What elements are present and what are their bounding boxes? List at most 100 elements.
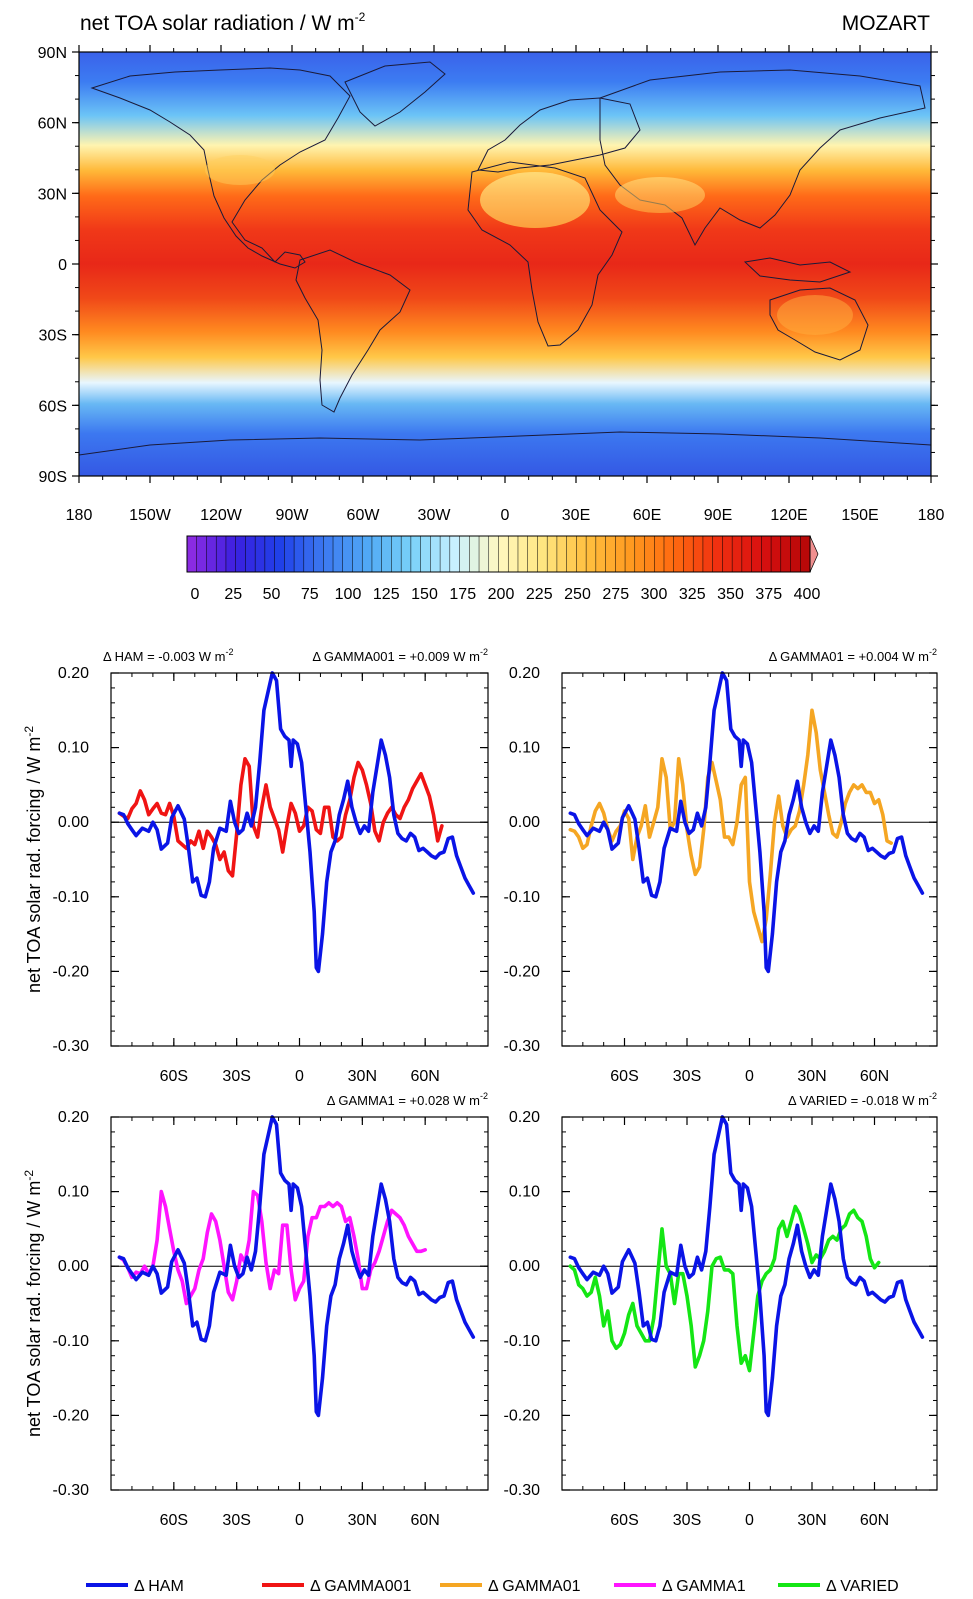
colorbar-cell — [245, 536, 255, 572]
na-patch — [205, 155, 275, 185]
panel-frame — [562, 1117, 937, 1490]
x-tick-label: 60N — [860, 1512, 889, 1529]
colorbar-tick-label: 50 — [263, 586, 281, 603]
colorbar-tick-label: 25 — [224, 586, 242, 603]
legend-label: Δ HAM — [134, 1578, 184, 1595]
colorbar-cell — [304, 536, 314, 572]
colorbar-cell — [401, 536, 411, 572]
colorbar-tick-label: 325 — [679, 586, 706, 603]
y-tick-label: 0.10 — [58, 740, 89, 757]
map-lon-tick-label: 30E — [562, 507, 590, 524]
x-tick-label: 60N — [860, 1068, 889, 1085]
colorbar-tick-label: 400 — [794, 586, 821, 603]
colorbar-cell — [450, 536, 460, 572]
colorbar-tick-label: 225 — [526, 586, 553, 603]
colorbar-tick-label: 200 — [488, 586, 515, 603]
colorbar-cell — [518, 536, 528, 572]
map-lon-tick-label: 120W — [200, 507, 243, 524]
panel-header-right: Δ GAMMA01 = +0.004 W m-2 — [769, 647, 937, 664]
y-tick-label: -0.20 — [504, 1407, 541, 1424]
panel-frame — [111, 673, 488, 1046]
colorbar-tick-label: 75 — [301, 586, 319, 603]
map-lon-tick-label: 60W — [347, 507, 381, 524]
colorbar: 0 25 50 75 100 125 150 175 200 225 250 275 300 325 350… — [187, 536, 820, 603]
colorbar-cell — [645, 536, 655, 572]
colorbar-cell — [489, 536, 499, 572]
y-tick-label: 0.00 — [58, 1258, 89, 1275]
y-tick-label: -0.10 — [504, 889, 541, 906]
map-model-label: MOZART — [842, 12, 930, 35]
y-tick-label: -0.30 — [53, 1038, 90, 1055]
colorbar-cell — [625, 536, 635, 572]
colorbar-cell — [761, 536, 771, 572]
x-tick-label: 60S — [160, 1512, 188, 1529]
legend-item: Δ GAMMA1 — [614, 1578, 746, 1595]
colorbar-cell — [226, 536, 236, 572]
colorbar-tick-label: 0 — [191, 586, 200, 603]
line-panels: Δ HAM = -0.003 W m-2 Δ GAMMA001 = +0.009 … — [22, 647, 937, 1529]
colorbar-tick-label: 250 — [564, 586, 591, 603]
panel-header-right: Δ GAMMA001 = +0.009 W m-2 — [312, 647, 488, 664]
colorbar-cell — [411, 536, 421, 572]
y-tick-label: -0.30 — [504, 1482, 541, 1499]
colorbar-cell — [265, 536, 275, 572]
colorbar-cell — [206, 536, 216, 572]
colorbar-cell — [294, 536, 304, 572]
colorbar-tick-label: 150 — [411, 586, 438, 603]
colorbar-cell — [722, 536, 732, 572]
colorbar-tick-label: 100 — [335, 586, 362, 603]
colorbar-cell — [713, 536, 723, 572]
legend-label: Δ GAMMA001 — [310, 1578, 411, 1595]
colorbar-cell — [596, 536, 606, 572]
panel-y-axis-label: net TOA solar rad. forcing / W m-2 — [22, 726, 44, 993]
colorbar-cell — [703, 536, 713, 572]
legend-item: Δ HAM — [86, 1578, 184, 1595]
australia-patch — [777, 295, 853, 335]
colorbar-cell — [615, 536, 625, 572]
colorbar-cell — [333, 536, 343, 572]
y-tick-label: 0.10 — [58, 1184, 89, 1201]
colorbar-cell — [537, 536, 547, 572]
colorbar-cell — [343, 536, 353, 572]
map-lon-tick-label: 0 — [501, 507, 510, 524]
colorbar-cell — [654, 536, 664, 572]
colorbar-cell — [499, 536, 509, 572]
y-tick-label: -0.10 — [53, 889, 90, 906]
x-tick-label: 60S — [160, 1068, 188, 1085]
map-lon-tick-label: 120E — [770, 507, 807, 524]
y-tick-label: -0.10 — [53, 1333, 90, 1350]
map-title: net TOA solar radiation / W m-2 — [80, 10, 366, 35]
colorbar-cell — [800, 536, 810, 572]
colorbar-cell — [362, 536, 372, 572]
y-tick-label: 0.20 — [58, 1109, 89, 1126]
colorbar-cell — [236, 536, 246, 572]
colorbar-cell — [284, 536, 294, 572]
colorbar-tick-label: 375 — [755, 586, 782, 603]
map-lon-tick-label: 180 — [918, 507, 945, 524]
colorbar-cell — [440, 536, 450, 572]
colorbar-cell — [576, 536, 586, 572]
colorbar-cell — [683, 536, 693, 572]
colorbar-cell — [771, 536, 781, 572]
y-tick-label: -0.20 — [53, 1407, 90, 1424]
colorbar-cell — [557, 536, 567, 572]
y-tick-label: -0.20 — [53, 963, 90, 980]
colorbar-cell — [197, 536, 207, 572]
legend-label: Δ GAMMA01 — [488, 1578, 581, 1595]
colorbar-tick-label: 275 — [602, 586, 629, 603]
legend-label: Δ GAMMA1 — [662, 1578, 746, 1595]
y-tick-label: 0.20 — [58, 665, 89, 682]
panel-header-left: Δ HAM = -0.003 W m-2 — [103, 647, 233, 664]
line-panel-top-left: Δ HAM = -0.003 W m-2 Δ GAMMA001 = +0.009 … — [22, 647, 488, 1085]
legend-item: Δ GAMMA001 — [262, 1578, 411, 1595]
map-lon-tick-label: 90W — [276, 507, 310, 524]
colorbar-tick-label: 300 — [641, 586, 668, 603]
colorbar-cell — [674, 536, 684, 572]
line-panel-bottom-left: Δ GAMMA1 = +0.028 W m-2 net TOA solar rad… — [22, 1091, 488, 1529]
colorbar-cell — [791, 536, 801, 572]
colorbar-cell — [547, 536, 557, 572]
x-tick-label: 0 — [745, 1068, 754, 1085]
colorbar-cell — [216, 536, 226, 572]
arabia-patch — [615, 177, 705, 213]
colorbar-cell — [781, 536, 791, 572]
